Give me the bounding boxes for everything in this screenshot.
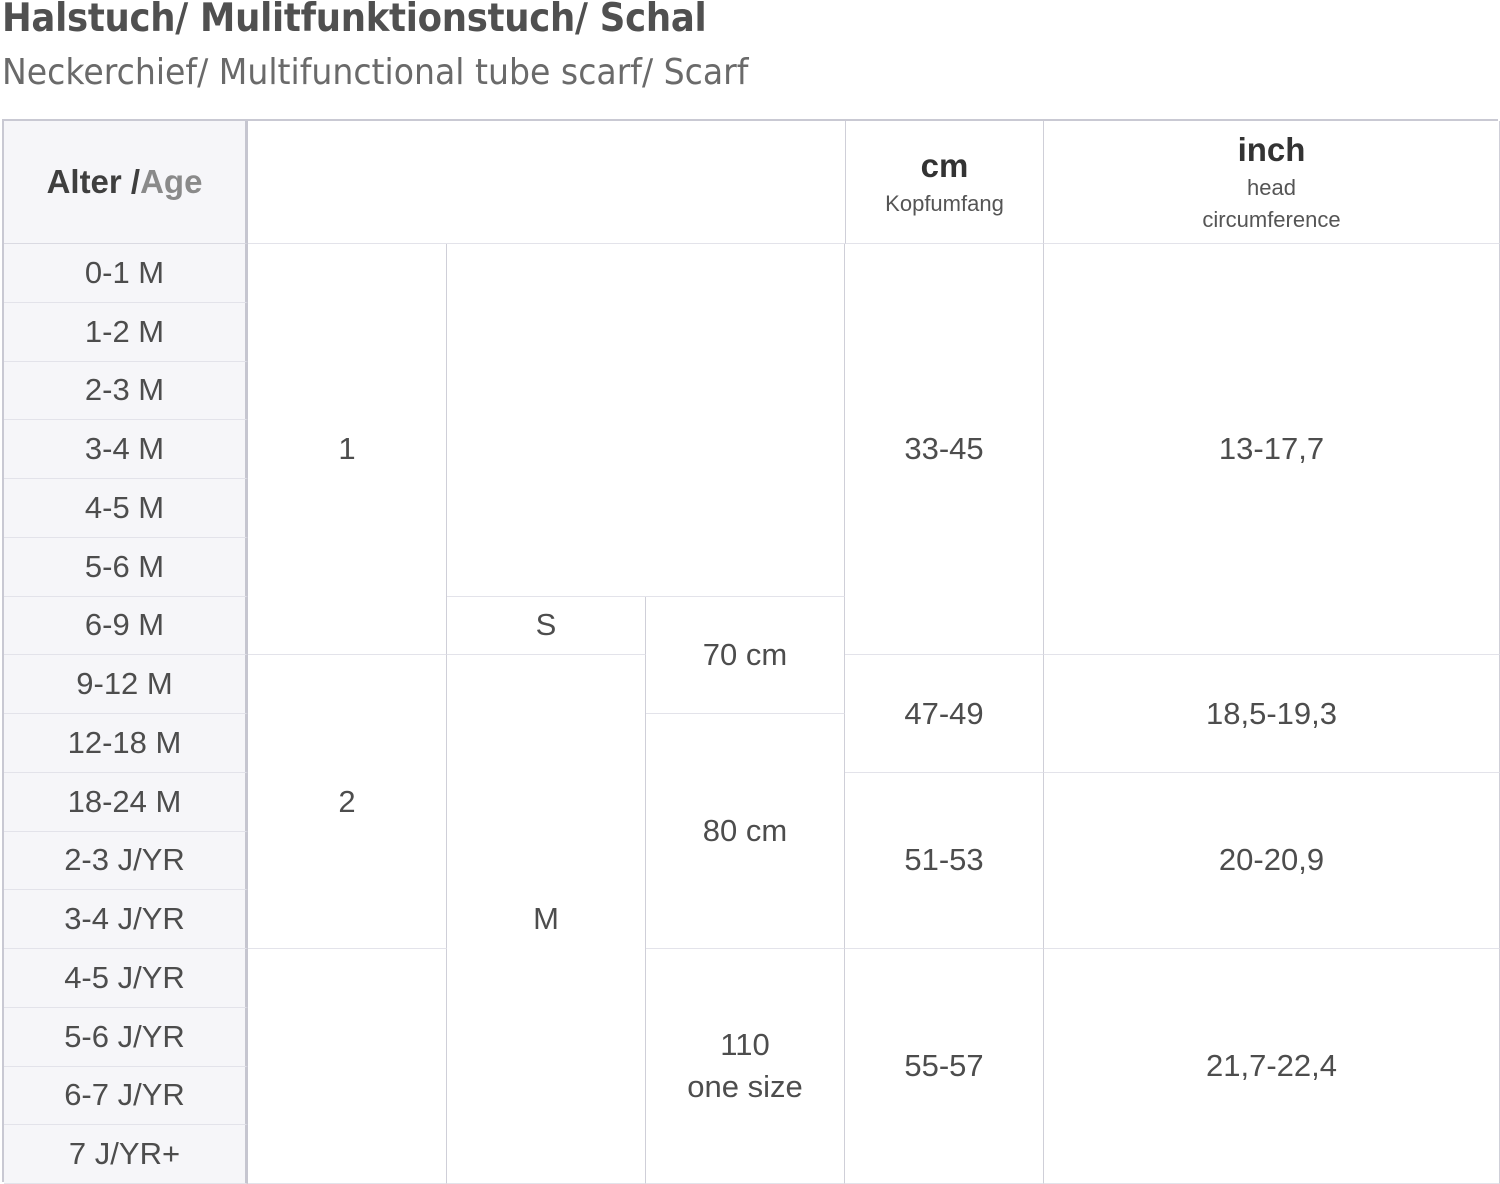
age-cell: 2-3 J/YR — [4, 831, 248, 891]
header-inch: inch head circumference — [1044, 121, 1500, 244]
age-cell: 7 J/YR+ — [4, 1125, 248, 1184]
age-cell: 3-4 J/YR — [4, 890, 248, 949]
cm-cell: 33-45 — [845, 244, 1044, 656]
age-cell: 4-5 J/YR — [4, 949, 248, 1008]
header-age-en: Age — [140, 162, 203, 200]
age-cell: 4-5 M — [4, 479, 248, 538]
header-inch-sub-2: circumference — [1202, 207, 1341, 233]
age-cell: 6-7 J/YR — [4, 1066, 248, 1126]
age-cell: 3-4 M — [4, 420, 248, 479]
age-cell: 9-12 M — [4, 655, 248, 714]
size-m-cell: M — [447, 655, 646, 1184]
length-110-cell: 110 one size — [646, 949, 845, 1184]
age-cell: 0-1 M — [4, 244, 248, 303]
cm-cell: 47-49 — [845, 655, 1044, 773]
cm-cell: 51-53 — [845, 772, 1044, 949]
group-empty-cell — [248, 949, 447, 1184]
header-inch-sub-1: head — [1247, 175, 1296, 201]
length-110-note: one size — [687, 1069, 803, 1104]
header-age-separator: / — [121, 162, 141, 200]
age-cell: 6-9 M — [4, 596, 248, 656]
age-cell: 5-6 J/YR — [4, 1007, 248, 1067]
page-title: Halstuch/ Mulitfunktionstuch/ Schal — [2, 0, 707, 41]
age-cell: 12-18 M — [4, 714, 248, 773]
inch-cell: 20-20,9 — [1044, 772, 1500, 949]
age-cell: 18-24 M — [4, 772, 248, 832]
cm-cell: 55-57 — [845, 949, 1044, 1184]
length-110-value: 110 — [720, 1027, 770, 1063]
inch-cell: 18,5-19,3 — [1044, 655, 1500, 773]
header-cm: cm Kopfumfang — [845, 121, 1044, 244]
size-s-cell: S — [447, 596, 646, 656]
age-cell: 1-2 M — [4, 302, 248, 362]
inch-cell: 21,7-22,4 — [1044, 949, 1500, 1184]
blank-block — [447, 244, 845, 597]
length-80-cell: 80 cm — [646, 714, 845, 949]
page-subtitle: Neckerchief/ Multifunctional tube scarf/… — [2, 52, 749, 93]
group-2-cell: 2 — [248, 655, 447, 949]
header-inch-label: inch — [1237, 130, 1306, 168]
header-age-de: Alter — [46, 162, 122, 200]
length-70-cell: 70 cm — [646, 596, 845, 714]
header-age: Alter /Age — [4, 121, 248, 244]
size-table: Alter /Age cm Kopfumfang inch head circu… — [2, 119, 1500, 1184]
header-cm-sub: Kopfumfang — [885, 191, 1004, 217]
age-cell: 2-3 M — [4, 361, 248, 421]
group-1-cell: 1 — [248, 244, 447, 656]
header-cm-label: cm — [920, 146, 969, 184]
inch-cell: 13-17,7 — [1044, 244, 1500, 656]
age-cell: 5-6 M — [4, 537, 248, 597]
